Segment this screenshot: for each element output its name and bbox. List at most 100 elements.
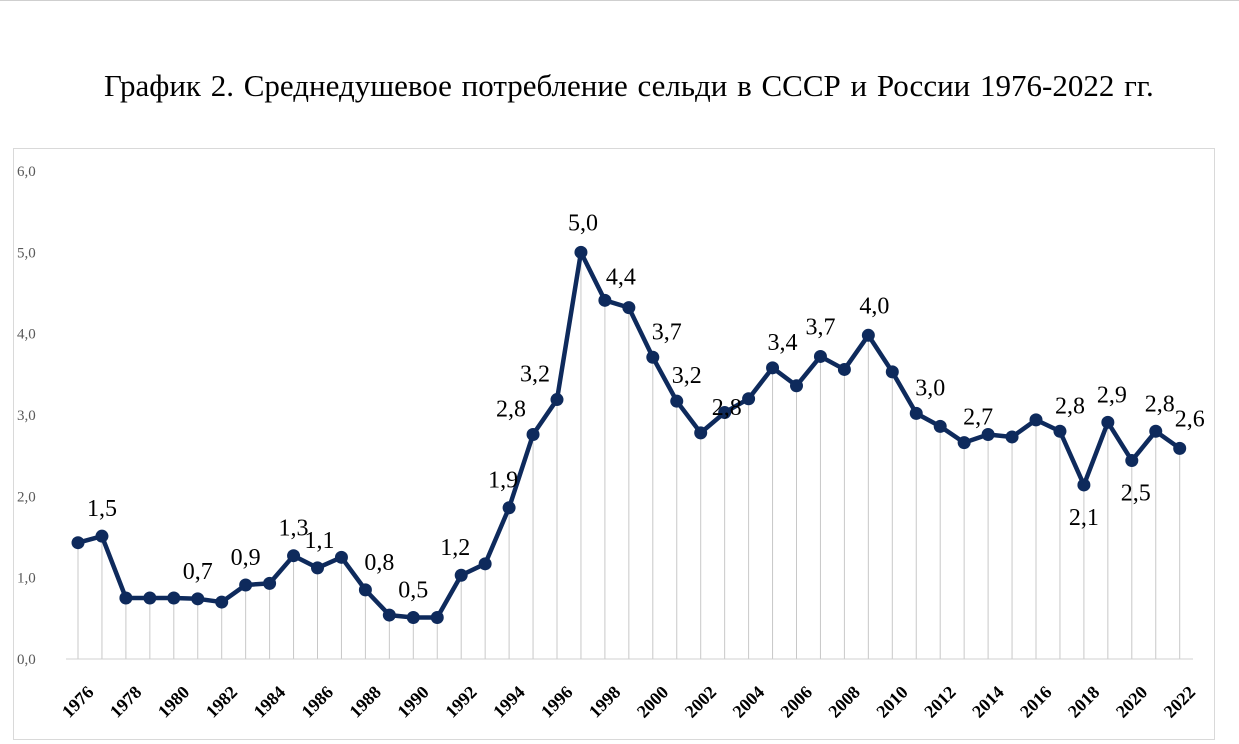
data-label: 1,1 xyxy=(305,528,335,554)
data-point xyxy=(95,529,109,543)
x-tick-label: 2006 xyxy=(776,682,816,722)
data-label: 0,7 xyxy=(183,559,213,585)
data-point xyxy=(1149,424,1163,438)
data-point xyxy=(885,365,899,379)
data-label: 2,8 xyxy=(1145,391,1175,417)
data-label: 3,4 xyxy=(768,330,798,356)
x-tick-label: 1982 xyxy=(202,682,242,722)
x-tick-label: 2018 xyxy=(1064,682,1104,722)
data-label: 3,0 xyxy=(915,375,945,401)
data-label: 1,2 xyxy=(440,535,470,561)
data-point xyxy=(646,350,660,364)
x-tick-label: 1994 xyxy=(489,682,529,722)
x-tick-label: 2008 xyxy=(824,682,864,722)
data-label: 3,7 xyxy=(805,314,835,340)
data-label: 1,3 xyxy=(279,516,309,542)
data-label: 2,8 xyxy=(1055,393,1085,419)
chart-frame xyxy=(13,148,1215,740)
x-tick-label: 1998 xyxy=(585,682,625,722)
data-point xyxy=(311,561,324,575)
chart-caption: График 2. Среднедушевое потребление сель… xyxy=(104,68,1154,103)
data-point xyxy=(143,591,157,605)
x-tick-label: 1976 xyxy=(58,682,98,722)
x-tick-label: 1986 xyxy=(297,682,337,722)
data-point xyxy=(933,419,947,433)
data-label: 4,0 xyxy=(859,293,889,319)
data-label: 0,9 xyxy=(231,545,261,571)
data-labels: 1,5 0,7 0,9 1,31,1 0,80,5 1,2 1,9 2,8 3,2 5,0 4,4 3… xyxy=(87,210,1205,603)
data-point xyxy=(909,406,923,420)
data-point xyxy=(406,611,420,625)
data-point xyxy=(718,406,732,420)
data-point xyxy=(670,394,684,408)
x-tick-label: 2022 xyxy=(1160,682,1200,722)
y-axis: 0,0 1,0 2,0 3,0 4,0 5,0 6,0 xyxy=(17,164,36,668)
data-point xyxy=(526,428,540,442)
data-label: 3,2 xyxy=(672,363,702,389)
data-point xyxy=(766,361,780,375)
x-tick-label: 1988 xyxy=(345,682,385,722)
x-tick-label: 1980 xyxy=(154,682,194,722)
x-tick-label: 2020 xyxy=(1112,682,1152,722)
x-tick-label: 2014 xyxy=(968,682,1008,722)
data-point xyxy=(813,349,827,363)
data-label: 2,1 xyxy=(1069,505,1099,531)
x-tick-label: 2016 xyxy=(1016,682,1056,722)
data-label: 2,5 xyxy=(1121,481,1151,507)
data-point xyxy=(478,557,492,571)
x-axis: 1976 1978 1980 1982 1984 1986 1988 1990 1992 1994… xyxy=(58,658,1200,722)
data-label: 4,4 xyxy=(606,264,636,290)
data-label: 1,9 xyxy=(488,468,518,494)
y-tick-label: 6,0 xyxy=(17,164,36,180)
y-tick-label: 2,0 xyxy=(17,489,36,505)
data-point xyxy=(1005,430,1019,444)
x-tick-label: 1996 xyxy=(537,682,577,722)
drop-lines xyxy=(77,252,1181,659)
x-tick-label: 1990 xyxy=(393,682,433,722)
data-points xyxy=(71,245,1187,625)
data-label: 3,7 xyxy=(652,319,682,345)
data-label: 2,9 xyxy=(1097,382,1127,408)
data-point xyxy=(790,379,803,393)
data-point xyxy=(454,568,468,582)
x-tick-label: 1992 xyxy=(441,682,481,722)
data-label: 2,8 xyxy=(496,397,526,423)
data-point xyxy=(1125,454,1139,468)
data-point xyxy=(1173,441,1187,455)
x-tick-label: 2002 xyxy=(681,682,721,722)
y-tick-label: 4,0 xyxy=(17,327,36,343)
data-point xyxy=(263,576,277,590)
data-point xyxy=(502,501,516,515)
data-point xyxy=(957,436,971,450)
data-point xyxy=(287,549,301,563)
data-point xyxy=(119,591,133,605)
x-tick-label: 2012 xyxy=(920,682,960,722)
data-point xyxy=(981,428,995,442)
y-tick-label: 1,0 xyxy=(17,571,36,587)
data-label: 5,0 xyxy=(568,210,598,236)
data-point xyxy=(382,608,396,622)
data-point xyxy=(430,611,444,625)
y-tick-label: 0,0 xyxy=(17,652,36,668)
data-point xyxy=(622,301,636,315)
data-point xyxy=(1077,478,1091,492)
x-tick-label: 2004 xyxy=(729,682,769,722)
top-rule xyxy=(0,0,1239,1)
data-point xyxy=(71,536,85,550)
x-tick-label: 2000 xyxy=(633,682,673,722)
data-label: 1,5 xyxy=(87,496,117,522)
x-tick-label: 2010 xyxy=(872,682,912,722)
data-point xyxy=(742,392,756,406)
data-label: 2,8 xyxy=(712,395,742,421)
data-label: 0,8 xyxy=(364,550,394,576)
data-point xyxy=(191,592,205,606)
data-point xyxy=(215,595,229,609)
data-point xyxy=(167,591,181,605)
data-point xyxy=(861,328,875,342)
y-tick-label: 5,0 xyxy=(17,245,36,261)
data-point xyxy=(334,550,348,564)
y-tick-label: 3,0 xyxy=(17,408,36,424)
data-point xyxy=(1029,413,1043,427)
data-point xyxy=(239,578,253,592)
